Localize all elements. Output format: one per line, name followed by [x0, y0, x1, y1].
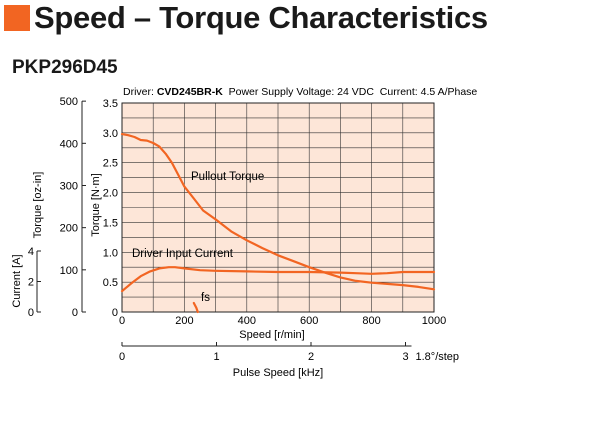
y-ozin-tick-label: 300	[60, 180, 78, 192]
x-tick-label: 1000	[422, 315, 446, 327]
y-tick-label: 1.5	[103, 217, 118, 229]
y-current-tick-label: 4	[28, 246, 34, 258]
y-tick-label: 2.0	[103, 188, 118, 200]
y-ozin-tick-label: 0	[72, 307, 78, 319]
y-tick-label: 2.5	[103, 158, 118, 170]
y-tick-label: 0.5	[103, 277, 118, 289]
y-ozin-tick-label: 200	[60, 223, 78, 235]
y-tick-label: 3.0	[103, 128, 118, 140]
y-ozin-tick-label: 100	[60, 265, 78, 277]
x-axis-label: Speed [r/min]	[239, 329, 304, 341]
x-tick-label: 200	[175, 315, 193, 327]
driver-name: CVD245BR-K	[157, 86, 223, 98]
driver-prefix: Driver:	[123, 86, 157, 98]
x-tick-label: 800	[362, 315, 380, 327]
series-label-driver-input-current: Driver Input Current	[132, 248, 234, 260]
x2-axis-label: Pulse Speed [kHz]	[233, 367, 324, 379]
step-angle-label: 1.8°/step	[416, 351, 460, 363]
driver-info: Driver: CVD245BR-K Power Supply Voltage:…	[123, 86, 477, 98]
y-axis-label-ozin: Torque [oz-in]	[32, 172, 44, 239]
series-label-pullout-torque: Pullout Torque	[191, 171, 264, 183]
y-ozin-tick-label: 400	[60, 138, 78, 150]
x2-tick-label: 1	[213, 351, 219, 363]
y-ozin-tick-label: 500	[60, 96, 78, 108]
x-tick-label: 0	[119, 315, 125, 327]
y-axis-label-current: Current [A]	[11, 254, 23, 307]
series-label-fs: fs	[201, 292, 210, 304]
x2-tick-label: 0	[119, 351, 125, 363]
driver-conditions: Power Supply Voltage: 24 VDC Current: 4.…	[223, 86, 478, 98]
x-tick-label: 600	[300, 315, 318, 327]
y-tick-label: 3.5	[103, 98, 118, 110]
y-axis-label-nm: Torque [N·m]	[90, 173, 102, 237]
x-tick-label: 400	[238, 315, 256, 327]
x2-tick-label: 3	[402, 351, 408, 363]
y-tick-label: 1.0	[103, 247, 118, 259]
y-current-tick-label: 2	[28, 277, 34, 289]
x2-tick-label: 2	[308, 351, 314, 363]
y-tick-label: 0	[112, 307, 118, 319]
y-current-tick-label: 0	[28, 307, 34, 319]
